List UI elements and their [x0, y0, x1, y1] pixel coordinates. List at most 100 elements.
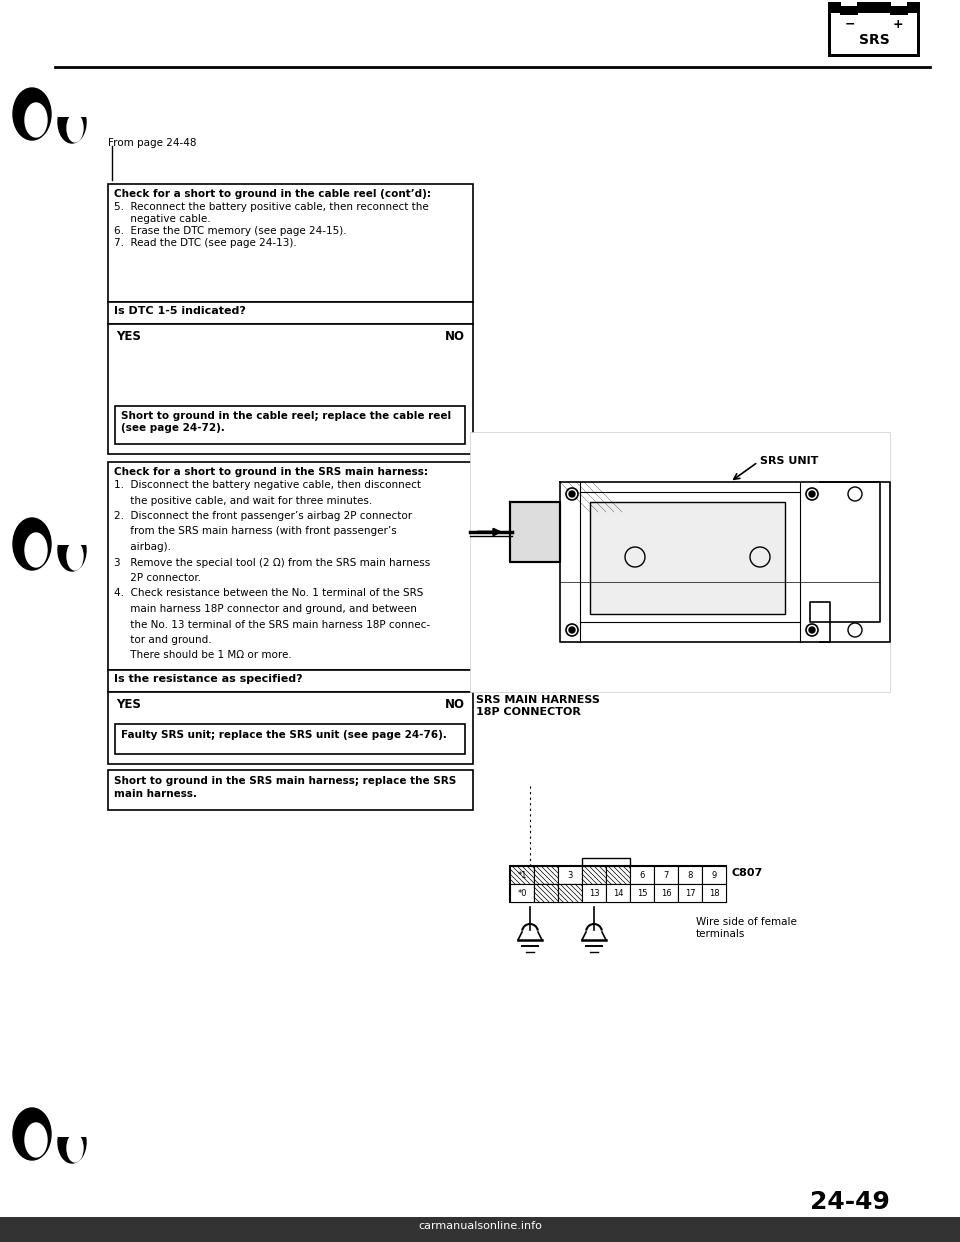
Text: main harness 18P connector and ground, and between: main harness 18P connector and ground, a… — [114, 604, 417, 614]
Bar — [654, 884, 678, 902]
Text: the No. 13 terminal of the SRS main harness 18P connec-: the No. 13 terminal of the SRS main harn… — [114, 620, 430, 630]
Circle shape — [569, 627, 575, 633]
Text: 18P CONNECTOR: 18P CONNECTOR — [476, 707, 581, 717]
Text: (see page 24-72).: (see page 24-72). — [121, 424, 225, 433]
Bar — [558, 884, 582, 902]
Text: From page 24-48: From page 24-48 — [108, 138, 197, 148]
Ellipse shape — [13, 518, 51, 570]
Bar — [58, 1117, 90, 1136]
Circle shape — [809, 491, 815, 497]
Bar — [108, 184, 473, 302]
Text: +: + — [893, 17, 903, 31]
Bar — [108, 462, 473, 669]
Ellipse shape — [58, 1122, 86, 1163]
Text: SRS MAIN HARNESS: SRS MAIN HARNESS — [476, 696, 600, 705]
Text: Check for a short to ground in the cable reel (cont’d):: Check for a short to ground in the cable… — [114, 189, 431, 199]
Bar — [108, 324, 473, 455]
Text: Short to ground in the SRS main harness; replace the SRS: Short to ground in the SRS main harness;… — [114, 776, 456, 786]
Bar — [534, 866, 558, 884]
Bar — [840, 5, 858, 15]
Text: 3: 3 — [567, 871, 573, 879]
Text: Check for a short to ground in the SRS main harness:: Check for a short to ground in the SRS m… — [114, 467, 428, 477]
Text: SRS UNIT: SRS UNIT — [760, 456, 818, 466]
Bar — [108, 302, 473, 324]
Ellipse shape — [25, 533, 47, 568]
Bar — [678, 866, 702, 884]
Bar — [702, 866, 726, 884]
Bar — [606, 884, 630, 902]
Text: 24-49: 24-49 — [810, 1190, 890, 1213]
Text: There should be 1 MΩ or more.: There should be 1 MΩ or more. — [114, 651, 292, 661]
Text: NO: NO — [445, 330, 465, 343]
Text: *0: *0 — [517, 888, 527, 898]
Text: 2P connector.: 2P connector. — [114, 573, 202, 582]
Bar — [582, 884, 606, 902]
Bar — [606, 866, 630, 884]
Bar — [510, 866, 534, 884]
Text: 4.  Check resistance between the No. 1 terminal of the SRS: 4. Check resistance between the No. 1 te… — [114, 589, 423, 599]
Text: YES: YES — [116, 698, 141, 710]
Bar — [702, 884, 726, 902]
Bar — [534, 884, 558, 902]
Bar — [470, 432, 890, 692]
Text: *1: *1 — [517, 871, 527, 879]
Bar — [582, 866, 606, 884]
Text: 9: 9 — [711, 871, 716, 879]
Ellipse shape — [67, 1134, 83, 1163]
Text: 8: 8 — [687, 871, 693, 879]
Text: Is DTC 1-5 indicated?: Is DTC 1-5 indicated? — [114, 306, 246, 315]
Bar — [108, 692, 473, 764]
Text: 1.  Disconnect the battery negative cable, then disconnect: 1. Disconnect the battery negative cable… — [114, 479, 421, 491]
Bar — [630, 866, 654, 884]
Text: 6: 6 — [639, 871, 645, 879]
Text: the positive cable, and wait for three minutes.: the positive cable, and wait for three m… — [114, 496, 372, 505]
Bar — [590, 502, 785, 614]
Text: carmanualsonline.info: carmanualsonline.info — [418, 1221, 542, 1231]
Ellipse shape — [67, 114, 83, 142]
Text: C807: C807 — [732, 868, 763, 878]
Text: Wire side of female: Wire side of female — [696, 917, 797, 927]
Text: airbag).: airbag). — [114, 542, 171, 551]
Text: tor and ground.: tor and ground. — [114, 635, 211, 645]
Text: 13: 13 — [588, 888, 599, 898]
Ellipse shape — [25, 103, 47, 137]
Text: 7: 7 — [663, 871, 669, 879]
Bar — [831, 12, 917, 53]
Bar — [58, 97, 90, 117]
Bar — [115, 406, 465, 443]
Text: YES: YES — [116, 330, 141, 343]
Bar — [0, 1217, 960, 1242]
Text: Is the resistance as specified?: Is the resistance as specified? — [114, 674, 302, 684]
Ellipse shape — [25, 1123, 47, 1158]
Text: 6.  Erase the DTC memory (see page 24-15).: 6. Erase the DTC memory (see page 24-15)… — [114, 226, 347, 236]
Bar — [891, 0, 907, 6]
Text: −: − — [845, 17, 855, 31]
Text: terminals: terminals — [696, 929, 745, 939]
Text: 15: 15 — [636, 888, 647, 898]
Text: from the SRS main harness (with front passenger’s: from the SRS main harness (with front pa… — [114, 527, 396, 537]
Text: NO: NO — [445, 698, 465, 710]
Text: Faulty SRS unit; replace the SRS unit (see page 24-76).: Faulty SRS unit; replace the SRS unit (s… — [121, 730, 446, 740]
Bar — [582, 858, 630, 866]
Text: 18: 18 — [708, 888, 719, 898]
Text: 2.  Disconnect the front passenger’s airbag 2P connector: 2. Disconnect the front passenger’s airb… — [114, 510, 412, 520]
Ellipse shape — [58, 529, 86, 571]
Text: 7.  Read the DTC (see page 24-13).: 7. Read the DTC (see page 24-13). — [114, 238, 297, 248]
Text: 16: 16 — [660, 888, 671, 898]
Bar — [510, 884, 534, 902]
Text: negative cable.: negative cable. — [114, 214, 210, 224]
Ellipse shape — [13, 1108, 51, 1160]
Bar — [115, 724, 465, 754]
Text: main harness.: main harness. — [114, 789, 197, 799]
Bar — [841, 0, 857, 6]
Bar — [828, 2, 920, 57]
Bar — [510, 866, 726, 902]
Bar — [108, 669, 473, 692]
Bar — [654, 866, 678, 884]
Bar — [630, 884, 654, 902]
Bar — [108, 770, 473, 810]
Text: 3   Remove the special tool (2 Ω) from the SRS main harness: 3 Remove the special tool (2 Ω) from the… — [114, 558, 430, 568]
Ellipse shape — [13, 88, 51, 140]
Text: 14: 14 — [612, 888, 623, 898]
Bar — [558, 866, 582, 884]
